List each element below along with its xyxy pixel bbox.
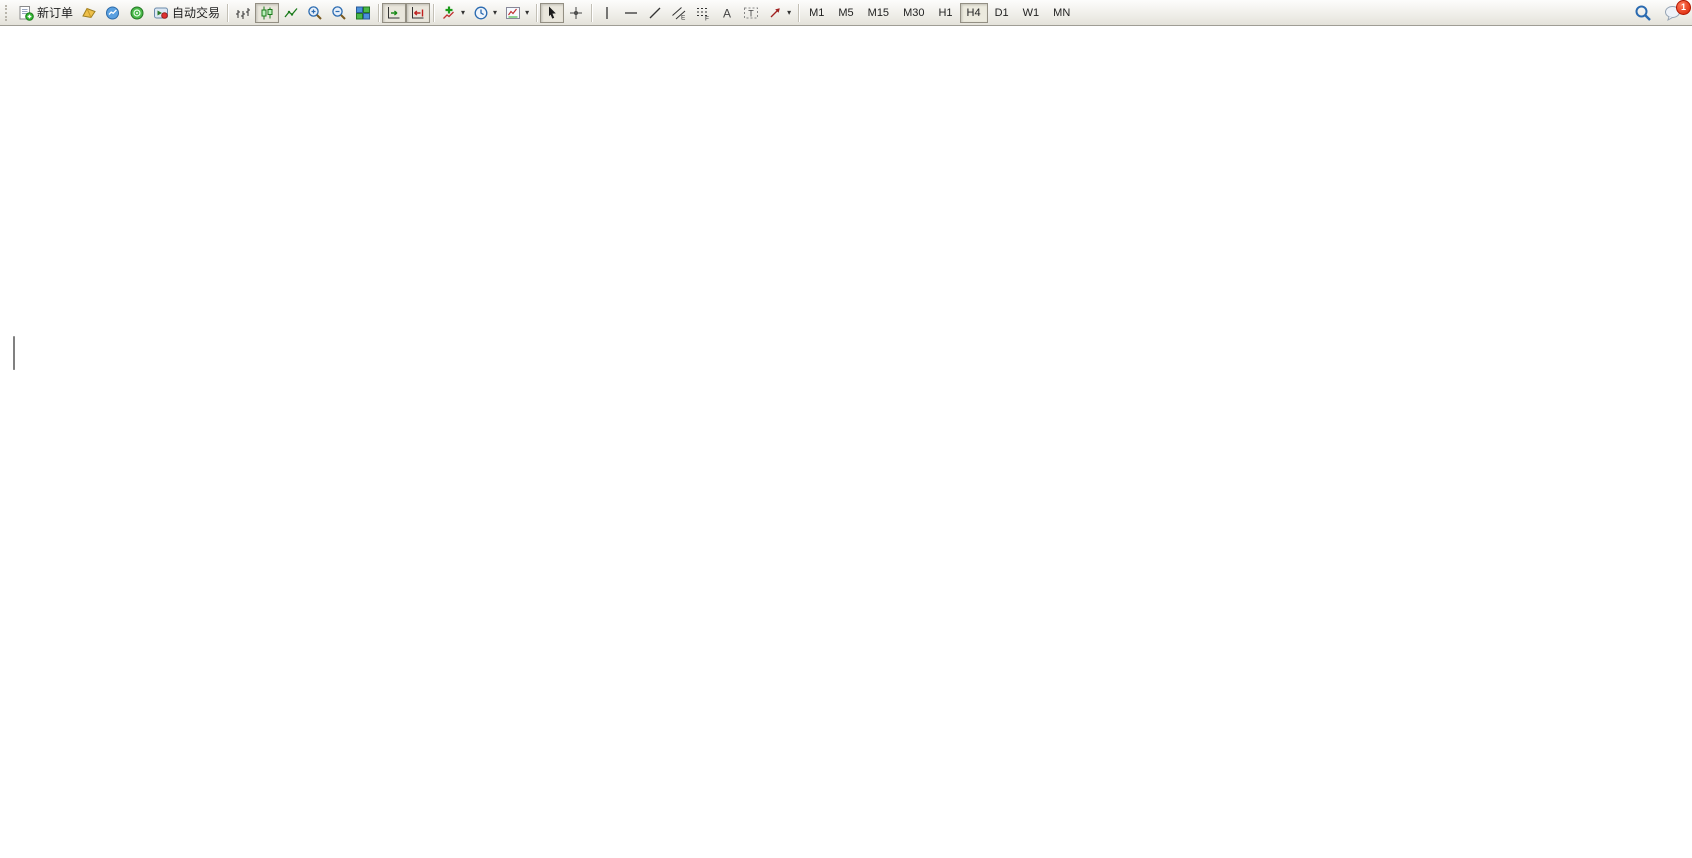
- tile-windows-icon: [356, 6, 371, 19]
- trendline-button[interactable]: [643, 3, 667, 23]
- dropdown-caret: ▾: [787, 8, 792, 17]
- text-button[interactable]: A: [715, 3, 739, 23]
- market-watch-button[interactable]: [77, 3, 101, 23]
- tab-timeframe-h1[interactable]: H1: [938, 6, 953, 19]
- periods-clock-icon: [474, 6, 488, 19]
- dropdown-caret: ▾: [525, 8, 530, 17]
- tab-timeframe-m1[interactable]: M1: [809, 6, 825, 19]
- data-window-icon: [106, 6, 120, 19]
- toolbar-separator: [591, 3, 593, 22]
- toolbar-right-group: 1: [1630, 0, 1691, 23]
- toolbar-separator: [798, 3, 800, 22]
- text-label-button[interactable]: T: [739, 3, 763, 23]
- toolbar-grip[interactable]: [5, 4, 11, 21]
- arrows-shapes-button[interactable]: ▾: [763, 3, 795, 23]
- tab-timeframe-m15[interactable]: M15: [867, 6, 890, 19]
- market-watch-icon: [82, 7, 96, 18]
- chart-shift-icon: [412, 6, 424, 18]
- svg-text:E: E: [681, 14, 686, 21]
- timeframe-group: M1 M5 M15 M30 H1 H4 D1 W1 MN: [802, 2, 1077, 23]
- templates-button[interactable]: ▾: [501, 3, 533, 23]
- horizontal-line-icon: [625, 11, 638, 14]
- indicators-button[interactable]: ▾: [437, 3, 469, 23]
- fibonacci-button[interactable]: F: [691, 3, 715, 23]
- cursor-button[interactable]: [540, 2, 565, 23]
- line-chart-button[interactable]: [279, 3, 303, 23]
- vertical-line-button[interactable]: [595, 3, 619, 23]
- toolbar-separator: [433, 3, 435, 22]
- bar-chart-button[interactable]: [231, 3, 255, 23]
- zoom-in-icon: [308, 5, 322, 20]
- svg-text:F: F: [705, 15, 709, 21]
- new-order-label: 新订单: [37, 6, 74, 20]
- zoom-in-button[interactable]: [303, 3, 327, 23]
- channel-icon: E: [672, 6, 686, 21]
- data-window-button[interactable]: [101, 3, 125, 23]
- trendline-icon: [649, 7, 661, 18]
- text-a-icon: A: [723, 6, 731, 20]
- toolbar: 新订单 自动交易 ▾ ▾: [0, 0, 1692, 26]
- toolbar-separator: [378, 3, 380, 22]
- notifications-button[interactable]: 1: [1660, 0, 1691, 23]
- auto-trading-button[interactable]: 自动交易: [149, 3, 224, 23]
- auto-trading-icon: [154, 7, 169, 19]
- chart-background: [0, 26, 1692, 858]
- navigator-icon: [130, 6, 144, 19]
- dropdown-caret: ▾: [461, 8, 466, 17]
- tab-timeframe-h4[interactable]: H4: [959, 2, 988, 23]
- search-button[interactable]: [1630, 3, 1656, 23]
- bar-chart-icon: [236, 7, 251, 19]
- chart-shift-button[interactable]: [406, 2, 431, 23]
- tile-windows-button[interactable]: [351, 3, 375, 23]
- cursor-arrow-icon: [549, 6, 556, 19]
- candlestick-chart-button[interactable]: [255, 2, 280, 23]
- auto-scroll-button[interactable]: [382, 2, 407, 23]
- horizontal-line-button[interactable]: [619, 3, 643, 23]
- dropdown-caret: ▾: [493, 8, 498, 17]
- tab-timeframe-m5[interactable]: M5: [838, 6, 854, 19]
- crosshair-icon: [570, 6, 583, 19]
- search-icon: [1635, 5, 1651, 21]
- new-order-button[interactable]: 新订单: [14, 3, 77, 23]
- arrows-shapes-icon: [770, 7, 780, 17]
- vertical-line-icon: [606, 6, 608, 19]
- templates-icon: [506, 6, 521, 19]
- tab-timeframe-mn[interactable]: MN: [1053, 6, 1071, 19]
- auto-scroll-icon: [388, 6, 400, 18]
- text-label-icon: T: [744, 7, 759, 18]
- toolbar-separator: [227, 3, 229, 22]
- toolbar-separator: [536, 3, 538, 22]
- auto-trading-label: 自动交易: [172, 6, 221, 20]
- zoom-out-button[interactable]: [327, 3, 351, 23]
- candlestick-chart-icon: [261, 6, 273, 19]
- tab-timeframe-m30[interactable]: M30: [903, 6, 925, 19]
- crosshair-button[interactable]: [564, 3, 588, 23]
- svg-text:A: A: [723, 6, 731, 20]
- fibonacci-icon: F: [697, 7, 710, 21]
- tab-timeframe-w1[interactable]: W1: [1022, 6, 1040, 19]
- navigator-button[interactable]: [125, 3, 149, 23]
- periods-button[interactable]: ▾: [469, 3, 501, 23]
- notification-count-badge: 1: [1676, 0, 1691, 15]
- zoom-out-icon: [332, 5, 346, 20]
- chart-canvas[interactable]: [0, 26, 1692, 858]
- new-order-icon: [19, 5, 34, 21]
- tab-timeframe-d1[interactable]: D1: [994, 6, 1009, 19]
- line-chart-icon: [284, 7, 298, 17]
- svg-text:T: T: [748, 8, 754, 18]
- equidistant-channel-button[interactable]: E: [667, 3, 691, 23]
- indicators-icon: [443, 6, 454, 19]
